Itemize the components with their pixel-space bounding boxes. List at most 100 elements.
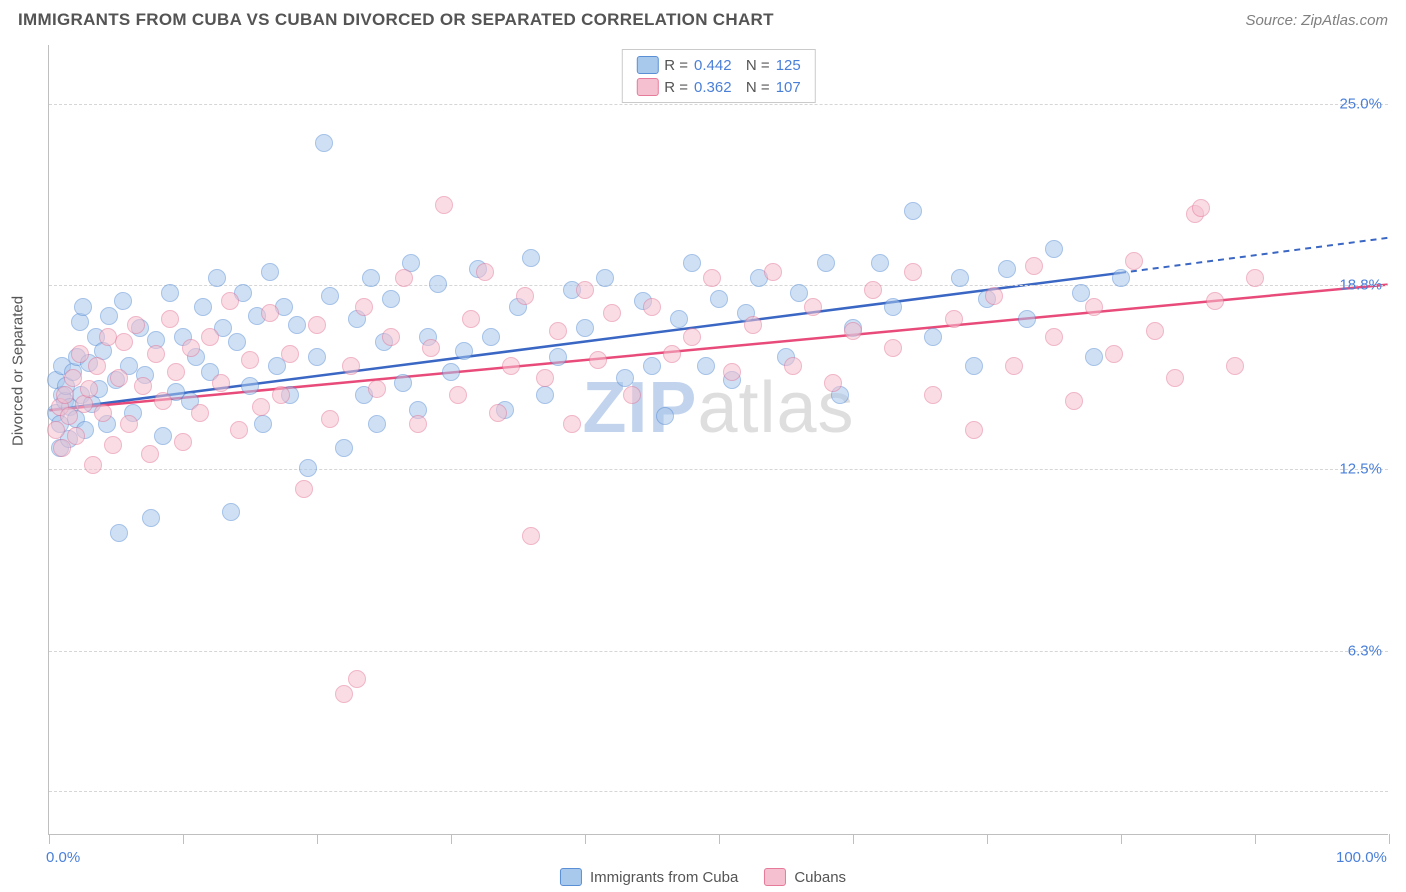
scatter-point bbox=[965, 357, 983, 375]
scatter-point bbox=[549, 348, 567, 366]
scatter-point bbox=[362, 269, 380, 287]
scatter-point bbox=[288, 316, 306, 334]
scatter-point bbox=[489, 404, 507, 422]
scatter-point bbox=[174, 433, 192, 451]
scatter-point bbox=[522, 527, 540, 545]
x-tick bbox=[1389, 834, 1390, 844]
x-tick bbox=[1121, 834, 1122, 844]
scatter-point bbox=[395, 269, 413, 287]
scatter-point bbox=[127, 316, 145, 334]
x-tick bbox=[585, 834, 586, 844]
scatter-point bbox=[697, 357, 715, 375]
scatter-point bbox=[394, 374, 412, 392]
scatter-point bbox=[576, 281, 594, 299]
scatter-point bbox=[299, 459, 317, 477]
legend-bottom-label-1: Immigrants from Cuba bbox=[590, 869, 738, 886]
scatter-point bbox=[321, 287, 339, 305]
scatter-point bbox=[884, 339, 902, 357]
scatter-point bbox=[683, 254, 701, 272]
scatter-point bbox=[342, 357, 360, 375]
scatter-point bbox=[1125, 252, 1143, 270]
scatter-point bbox=[208, 269, 226, 287]
scatter-point bbox=[784, 357, 802, 375]
scatter-point bbox=[536, 386, 554, 404]
scatter-point bbox=[817, 254, 835, 272]
scatter-point bbox=[596, 269, 614, 287]
scatter-point bbox=[64, 369, 82, 387]
scatter-point bbox=[643, 357, 661, 375]
scatter-point bbox=[442, 363, 460, 381]
scatter-point bbox=[56, 386, 74, 404]
scatter-point bbox=[643, 298, 661, 316]
x-tick bbox=[853, 834, 854, 844]
chart-header: IMMIGRANTS FROM CUBA VS CUBAN DIVORCED O… bbox=[0, 0, 1406, 36]
scatter-point bbox=[703, 269, 721, 287]
y-tick-label: 6.3% bbox=[1348, 642, 1382, 659]
scatter-point bbox=[985, 287, 1003, 305]
scatter-point bbox=[1166, 369, 1184, 387]
scatter-point bbox=[924, 386, 942, 404]
legend-swatch-2 bbox=[636, 78, 658, 96]
scatter-point bbox=[154, 392, 172, 410]
y-tick-label: 12.5% bbox=[1339, 461, 1382, 478]
scatter-point bbox=[114, 292, 132, 310]
scatter-point bbox=[476, 263, 494, 281]
scatter-point bbox=[1226, 357, 1244, 375]
x-axis-max-label: 100.0% bbox=[1336, 849, 1387, 866]
scatter-point bbox=[254, 415, 272, 433]
scatter-point bbox=[368, 380, 386, 398]
legend-r-2: 0.362 bbox=[694, 79, 732, 96]
scatter-point bbox=[110, 524, 128, 542]
scatter-point bbox=[191, 404, 209, 422]
scatter-point bbox=[549, 322, 567, 340]
scatter-point bbox=[167, 363, 185, 381]
x-tick bbox=[49, 834, 50, 844]
x-tick bbox=[183, 834, 184, 844]
scatter-point bbox=[536, 369, 554, 387]
scatter-chart-area: ZIPatlas R = 0.442 N = 125 R = 0.362 N =… bbox=[48, 45, 1388, 835]
scatter-point bbox=[864, 281, 882, 299]
scatter-point bbox=[965, 421, 983, 439]
scatter-point bbox=[824, 374, 842, 392]
legend-bottom-swatch-1 bbox=[560, 868, 582, 886]
scatter-point bbox=[355, 298, 373, 316]
scatter-point bbox=[120, 415, 138, 433]
scatter-point bbox=[80, 380, 98, 398]
scatter-point bbox=[315, 134, 333, 152]
legend-row-series2: R = 0.362 N = 107 bbox=[636, 76, 800, 98]
y-tick-label: 25.0% bbox=[1339, 95, 1382, 112]
scatter-point bbox=[142, 509, 160, 527]
scatter-point bbox=[998, 260, 1016, 278]
scatter-point bbox=[368, 415, 386, 433]
scatter-point bbox=[1085, 298, 1103, 316]
scatter-point bbox=[147, 345, 165, 363]
scatter-point bbox=[194, 298, 212, 316]
scatter-point bbox=[710, 290, 728, 308]
scatter-point bbox=[60, 407, 78, 425]
scatter-point bbox=[281, 345, 299, 363]
x-tick bbox=[451, 834, 452, 844]
scatter-point bbox=[844, 322, 862, 340]
x-axis-min-label: 0.0% bbox=[46, 849, 80, 866]
legend-item-2: Cubans bbox=[764, 868, 846, 886]
scatter-point bbox=[154, 427, 172, 445]
scatter-point bbox=[1085, 348, 1103, 366]
scatter-point bbox=[1072, 284, 1090, 302]
scatter-point bbox=[295, 480, 313, 498]
scatter-point bbox=[308, 348, 326, 366]
scatter-point bbox=[924, 328, 942, 346]
gridline bbox=[49, 791, 1388, 792]
series-legend: Immigrants from Cuba Cubans bbox=[560, 868, 846, 886]
scatter-point bbox=[161, 284, 179, 302]
scatter-point bbox=[94, 404, 112, 422]
scatter-point bbox=[616, 369, 634, 387]
scatter-point bbox=[141, 445, 159, 463]
scatter-point bbox=[589, 351, 607, 369]
scatter-point bbox=[884, 298, 902, 316]
scatter-point bbox=[134, 377, 152, 395]
scatter-point bbox=[603, 304, 621, 322]
legend-row-series1: R = 0.442 N = 125 bbox=[636, 54, 800, 76]
scatter-point bbox=[335, 685, 353, 703]
scatter-point bbox=[744, 316, 762, 334]
scatter-point bbox=[429, 275, 447, 293]
